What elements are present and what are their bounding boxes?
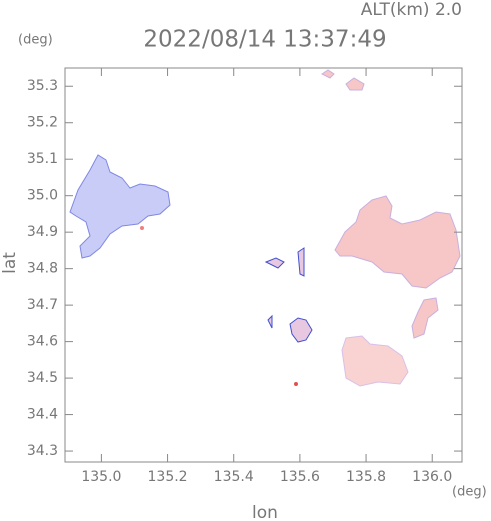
x-tick-label: 135.2 xyxy=(148,469,188,485)
y-tick-label: 35.3 xyxy=(27,78,58,94)
y-tick-label: 35.0 xyxy=(27,188,58,204)
plot-frame xyxy=(64,67,463,463)
subtitle: ALT(km) 2.0 xyxy=(361,0,462,20)
y-tick-label: 34.5 xyxy=(27,370,58,386)
y-tick-label: 34.9 xyxy=(27,224,58,240)
chart-title: 2022/08/14 13:37:49 xyxy=(143,27,386,53)
y-tick-label: 34.8 xyxy=(27,261,58,277)
echo-speckle xyxy=(140,226,144,230)
x-axis-label: lon xyxy=(252,503,278,521)
echo-pink xyxy=(334,195,461,289)
echo-blue xyxy=(69,154,171,259)
echo-speckle xyxy=(294,382,298,386)
echo-pink xyxy=(341,335,409,387)
echo-pink xyxy=(321,69,365,91)
echo-speckle xyxy=(264,247,313,343)
x-tick-label: 135.8 xyxy=(346,469,386,485)
y-tick-label: 35.2 xyxy=(27,115,58,131)
y-tick-label: 34.7 xyxy=(27,297,58,313)
x-tick-label: 135.4 xyxy=(214,469,254,485)
y-tick-label: 34.6 xyxy=(27,334,58,350)
y-unit: (deg) xyxy=(18,33,53,48)
y-tick-label: 35.1 xyxy=(27,151,58,167)
y-axis-label: lat xyxy=(0,252,20,274)
echoes xyxy=(69,69,461,387)
x-unit: (deg) xyxy=(452,485,487,500)
x-tick-label: 135.6 xyxy=(280,469,320,485)
x-tick-label: 136.0 xyxy=(412,469,452,485)
echo-pink xyxy=(411,297,439,339)
y-tick-label: 34.4 xyxy=(27,407,58,423)
x-tick-label: 135.0 xyxy=(81,469,121,485)
y-tick-label: 34.3 xyxy=(27,443,58,459)
